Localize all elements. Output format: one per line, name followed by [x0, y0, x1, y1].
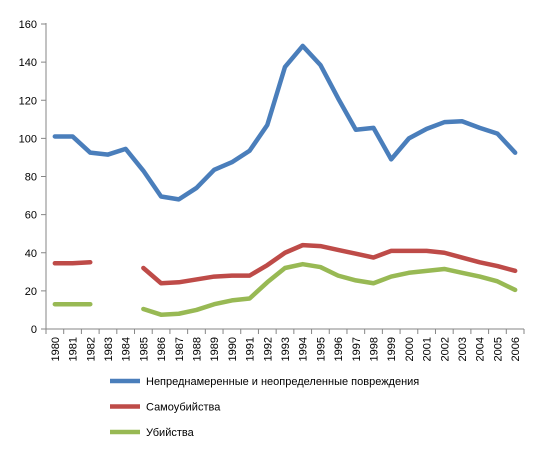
x-tick-label: 1982: [85, 337, 97, 361]
y-tick-label: 60: [25, 210, 37, 222]
y-tick-label: 120: [19, 95, 37, 107]
x-tick-label: 1990: [227, 337, 239, 361]
x-tick-label: 1999: [386, 337, 398, 361]
x-tick-label: 1986: [156, 337, 168, 361]
x-tick-label: 1980: [50, 337, 62, 361]
x-tick-label: 2001: [422, 337, 434, 361]
legend-item: Непреднамеренные и неопределенные повреж…: [110, 376, 419, 388]
legend-item: Самоубийства: [110, 402, 221, 414]
x-tick-label: 1992: [262, 337, 274, 361]
legend: Непреднамеренные и неопределенные повреж…: [110, 376, 419, 439]
x-tick-label: 2002: [439, 337, 451, 361]
y-tick-label: 80: [25, 172, 37, 184]
x-tick-label: 2005: [492, 337, 504, 361]
series-line: [52, 43, 518, 202]
x-tick-label: 1984: [121, 337, 133, 361]
x-tick-label: 1987: [174, 337, 186, 361]
x-tick-label: 2003: [457, 337, 469, 361]
y-tick-label: 100: [19, 133, 37, 145]
series-line: [52, 260, 93, 266]
y-tick-label: 40: [25, 248, 37, 260]
x-tick-label: 2000: [404, 337, 416, 361]
x-tick-label: 1985: [138, 337, 150, 361]
y-tick-label: 20: [25, 286, 37, 298]
legend-label: Самоубийства: [146, 402, 221, 414]
y-tick-label: 160: [19, 19, 37, 31]
series-line: [141, 261, 518, 317]
y-tick-label: 140: [19, 57, 37, 69]
x-tick-label: 1998: [369, 337, 381, 361]
axes: 0 20 40 60 80 100 120 140 160 1980 1981 1982 1983 198…: [19, 19, 525, 361]
x-tick-label: 1994: [298, 337, 310, 361]
x-tick-label: 2004: [475, 337, 487, 361]
x-tick-label: 1996: [333, 337, 345, 361]
x-tick-label: 1989: [209, 337, 221, 361]
legend-item: Убийства: [110, 427, 195, 439]
x-tick-label: 1993: [280, 337, 292, 361]
x-tick-label: 1983: [103, 337, 115, 361]
x-tick-label: 1991: [245, 337, 257, 361]
legend-label: Непреднамеренные и неопределенные повреж…: [146, 376, 419, 388]
series-1: [52, 43, 518, 202]
x-tick-label: 1981: [68, 337, 80, 361]
series-2: [52, 242, 518, 286]
series-3: [52, 261, 518, 317]
legend-label: Убийства: [146, 427, 195, 439]
series-lines: [52, 43, 518, 317]
x-tick-label: 1988: [191, 337, 203, 361]
x-tick-label: 1997: [351, 337, 363, 361]
x-tick-label: 1995: [315, 337, 327, 361]
y-tick-label: 0: [31, 324, 37, 336]
series-line: [141, 242, 518, 286]
x-tick-label: 2006: [510, 337, 522, 361]
